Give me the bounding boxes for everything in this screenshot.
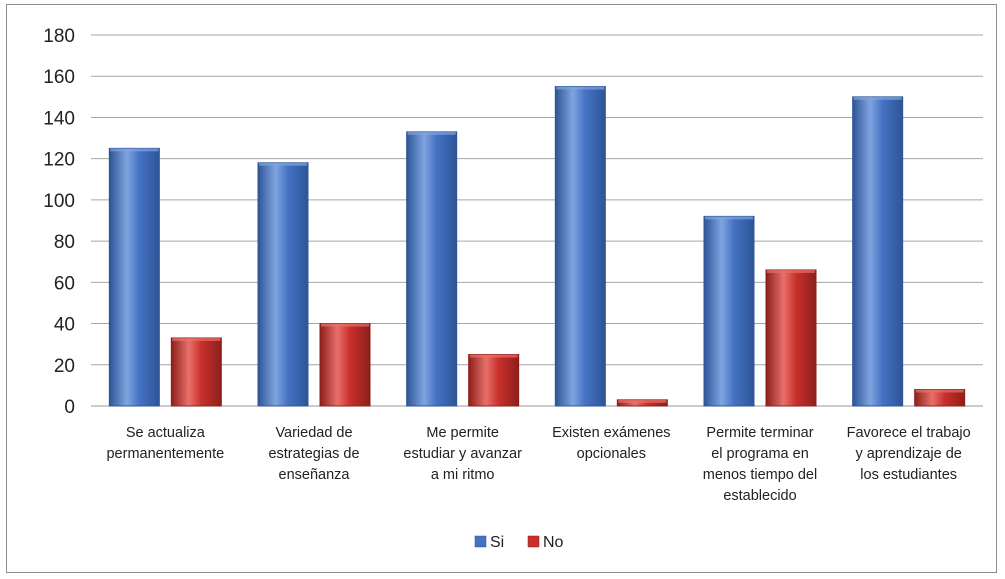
bar-si-2: [406, 131, 458, 407]
legend-swatch-no: [527, 535, 540, 548]
bar-cap: [556, 86, 605, 90]
bar-no-0: [170, 337, 222, 407]
legend-swatch-si: [474, 535, 487, 548]
bar-cap: [915, 389, 964, 393]
bar-chart: 0 20 40 60 80 100 120 140 160 180 Se actualiza perm…: [43, 26, 983, 551]
bar-cap: [469, 354, 518, 358]
bar-cap: [767, 269, 815, 273]
x-category-label: Se actualiza permanentemente: [106, 425, 224, 462]
bar-no-4: [765, 269, 817, 407]
chart-area: 0 20 40 60 80 100 120 140 160 180 Se actualiza perm…: [6, 4, 997, 573]
y-tick-label: 80: [54, 232, 75, 253]
bar-cap: [618, 399, 667, 403]
bar-cap: [259, 162, 307, 166]
y-tick-label: 140: [43, 108, 75, 129]
bar-cap: [853, 96, 902, 100]
y-tick-label: 100: [43, 191, 75, 212]
bar-cap: [321, 323, 369, 327]
bar-cap: [110, 148, 159, 152]
bar-si-3: [554, 86, 606, 407]
bar-cap: [705, 216, 753, 220]
x-category-label: Existen exámenes opcionales: [552, 425, 670, 462]
bar-si-0: [108, 147, 160, 407]
bar-cap: [172, 337, 221, 341]
y-tick-label: 160: [43, 67, 75, 88]
bar-si-4: [703, 215, 755, 407]
y-tick-label: 20: [54, 356, 75, 377]
x-category-label: Variedad de estrategias de enseñanza: [268, 425, 359, 483]
bar-si-5: [852, 96, 904, 407]
bar-si-1: [257, 162, 309, 407]
x-category-label: Favorece el trabajo y aprendizaje de los e…: [847, 425, 971, 483]
x-category-label: Me permite estudiar y avanzar a mi ritmo: [403, 425, 522, 483]
bar-cap: [407, 131, 456, 135]
x-category-label: Permite terminar el programa en menos tiem…: [703, 425, 817, 504]
y-tick-label: 120: [43, 150, 75, 171]
bar-no-2: [468, 353, 520, 407]
y-tick-label: 180: [43, 26, 75, 47]
legend-label-si: Si: [490, 534, 504, 551]
y-tick-label: 60: [54, 273, 75, 294]
bar-no-1: [319, 323, 371, 407]
legend-label-no: No: [543, 534, 564, 551]
y-tick-label: 0: [64, 397, 75, 418]
y-tick-label: 40: [54, 315, 75, 336]
